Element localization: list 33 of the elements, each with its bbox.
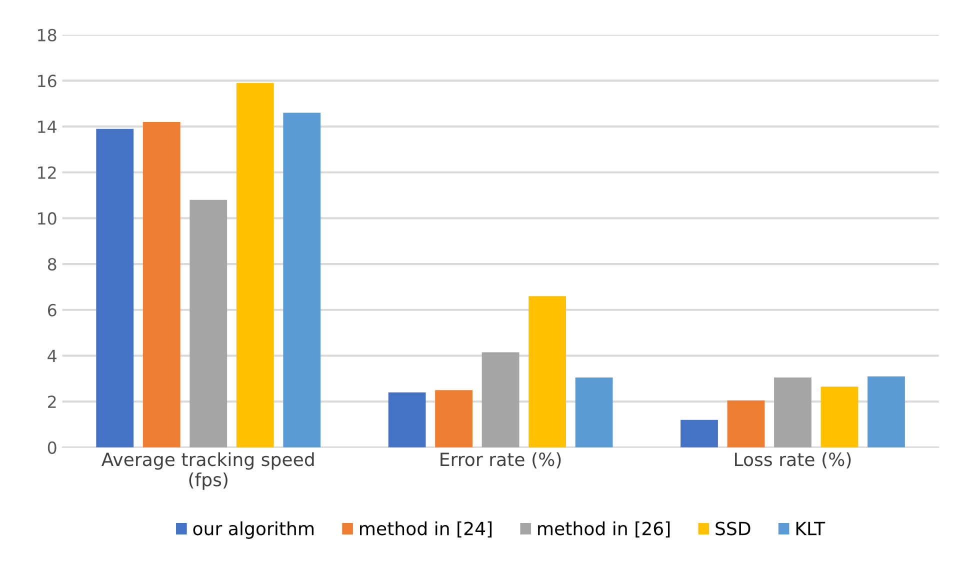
y-tick-label: 18 <box>38 28 56 42</box>
bar <box>482 352 520 448</box>
x-tick-label: Error rate (%) <box>440 452 561 468</box>
y-tick-label: 8 <box>48 258 56 271</box>
y-tick-label: 10 <box>38 212 56 225</box>
y-tick-label: 6 <box>48 304 56 316</box>
bar <box>820 386 858 448</box>
x-tick-label: Average tracking speed (fps) <box>101 452 314 490</box>
bar <box>528 296 566 448</box>
bar <box>236 82 274 448</box>
bar <box>774 377 812 448</box>
bar <box>575 377 613 448</box>
y-tick-label: 4 <box>48 350 56 362</box>
legend-label: KLT <box>796 522 826 536</box>
bar <box>96 128 134 448</box>
y-tick-label: 0 <box>48 441 56 454</box>
y-tick-label: 12 <box>38 166 56 179</box>
legend-label: SSD <box>716 522 750 536</box>
x-tick-label: Loss rate (%) <box>735 452 851 468</box>
bar <box>142 122 180 448</box>
bar <box>868 376 905 448</box>
bar <box>388 392 426 448</box>
legend-label: method in [26] <box>538 521 670 538</box>
bar <box>727 400 765 448</box>
bar <box>435 390 473 448</box>
y-tick-label: 2 <box>48 396 56 408</box>
bar <box>283 112 321 448</box>
bar <box>680 420 718 448</box>
y-tick-label: 16 <box>38 74 56 88</box>
bar <box>190 200 228 448</box>
legend-label: our algorithm <box>193 521 314 539</box>
y-tick-label: 14 <box>38 120 56 133</box>
legend-label: method in [24] <box>360 521 492 538</box>
